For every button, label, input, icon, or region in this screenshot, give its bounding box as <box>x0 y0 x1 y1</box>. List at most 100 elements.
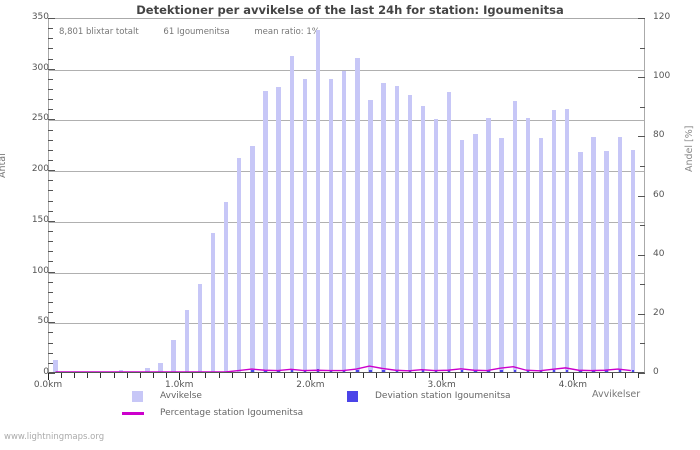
right-axis-tick <box>640 47 645 49</box>
x-axis-tick <box>428 373 430 378</box>
bar-series-avvikelse <box>49 19 644 372</box>
bar <box>407 95 412 372</box>
annotation-ratio: mean ratio: 1% <box>254 27 320 37</box>
x-axis-tick <box>507 373 509 378</box>
plot-area: 8,801 blixtar totalt 61 Igoumenitsa mean… <box>48 18 645 373</box>
x-axis-tick-label: 3.0km <box>427 380 456 390</box>
right-axis-tick <box>640 284 645 286</box>
legend-item[interactable]: Deviation station Igoumenitsa <box>347 391 511 402</box>
left-axis-tick <box>48 322 55 324</box>
left-axis-tick-label: 100 <box>31 265 49 276</box>
bar <box>368 100 373 372</box>
bar <box>617 136 622 372</box>
bar <box>263 91 268 372</box>
annotation-station: 61 Igoumenitsa <box>163 27 230 37</box>
left-axis-tick <box>48 373 55 374</box>
gridline <box>49 323 644 325</box>
bar <box>381 82 386 372</box>
x-axis-tick <box>441 373 443 380</box>
x-axis-tick <box>48 373 49 380</box>
left-axis-tick <box>48 281 53 283</box>
deviation-bar <box>487 369 490 372</box>
bar <box>342 70 347 372</box>
left-axis-tick <box>48 352 53 354</box>
x-axis-tick <box>480 373 482 378</box>
bar <box>53 359 58 372</box>
x-axis-tick <box>454 373 456 378</box>
legend-label: Deviation station Igoumenitsa <box>375 391 511 401</box>
right-axis-tick <box>638 195 645 197</box>
bar <box>315 30 321 372</box>
left-axis-tick <box>48 210 53 212</box>
x-axis-tick <box>533 373 535 378</box>
legend-label: Avvikelse <box>160 391 202 401</box>
x-axis-tick <box>415 373 417 378</box>
bar <box>630 149 636 372</box>
bar <box>460 139 465 372</box>
deviation-bar <box>552 369 556 372</box>
x-axis-tick <box>402 373 404 378</box>
x-axis-label: Avvikelser <box>592 389 641 400</box>
left-axis-tick-label: 350 <box>31 12 49 22</box>
x-axis-tick <box>336 373 338 378</box>
x-axis-tick <box>389 373 391 378</box>
legend-label: Percentage station Igoumenitsa <box>160 408 304 418</box>
left-axis-tick <box>48 220 55 222</box>
bar <box>473 133 478 372</box>
left-axis-tick <box>48 342 53 344</box>
left-axis-tick <box>48 291 53 293</box>
chart-legend: Avvikelse Deviation station Igoumenitsa Pe… <box>0 391 700 425</box>
plot-annotations: 8,801 blixtar totalt 61 Igoumenitsa mean… <box>59 27 342 37</box>
deviation-bar <box>382 369 385 372</box>
x-axis-tick <box>284 373 286 378</box>
bar <box>551 110 557 372</box>
bar <box>525 118 531 372</box>
left-axis-tick <box>48 109 53 111</box>
x-axis-tick <box>467 373 469 378</box>
x-axis-tick <box>362 373 364 378</box>
gridline <box>49 69 644 71</box>
bar <box>171 339 176 372</box>
bar <box>512 101 517 372</box>
bar <box>328 78 334 372</box>
right-axis-tick-label: 80 <box>653 130 665 141</box>
left-axis-tick <box>48 129 53 131</box>
percentage-polyline <box>56 366 631 372</box>
left-axis-tick <box>48 170 55 172</box>
left-axis-tick <box>48 302 53 303</box>
x-axis-tick <box>585 373 587 378</box>
legend-line-swatch <box>122 412 144 415</box>
left-axis-tick <box>48 48 53 50</box>
left-axis-tick <box>48 251 53 253</box>
x-axis-tick <box>192 373 194 378</box>
bar <box>355 57 360 372</box>
legend-color-swatch <box>347 391 358 402</box>
x-axis-tick <box>271 373 273 378</box>
left-axis-tick <box>48 58 53 60</box>
gridline <box>49 272 644 274</box>
bar <box>433 119 439 372</box>
x-axis-tick <box>126 373 128 378</box>
left-axis-tick-label: 0 <box>43 367 49 377</box>
right-axis-tick-label: 120 <box>653 12 671 22</box>
x-axis-tick <box>494 373 496 378</box>
percentage-line-series <box>49 19 644 372</box>
legend-item[interactable]: Percentage station Igoumenitsa <box>122 408 304 418</box>
legend-item[interactable]: Avvikelse <box>132 391 202 402</box>
gridline <box>49 120 644 122</box>
x-axis-tick <box>139 373 141 378</box>
bar <box>158 362 163 372</box>
left-axis-tick <box>48 160 53 161</box>
deviation-bar <box>566 369 569 372</box>
x-axis-tick-label: 2.0km <box>296 380 325 390</box>
left-axis-tick <box>48 231 53 232</box>
x-axis-tick <box>625 373 627 378</box>
right-axis-tick <box>638 373 645 374</box>
annotation-total: 8,801 blixtar totalt <box>59 27 139 37</box>
left-axis-tick <box>48 99 53 101</box>
x-axis-tick <box>297 373 299 378</box>
left-axis-tick <box>48 139 53 141</box>
right-axis-tick <box>638 313 645 315</box>
x-axis-tick <box>612 373 614 378</box>
right-axis-tick <box>638 18 645 19</box>
